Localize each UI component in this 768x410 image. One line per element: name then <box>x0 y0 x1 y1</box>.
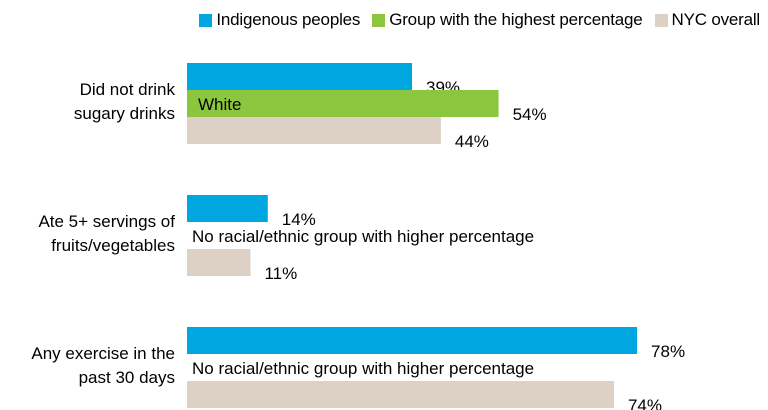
category-label-line: fruits/vegetables <box>51 236 175 255</box>
data-label: 11% <box>264 264 297 283</box>
legend-item: Group with the highest percentage <box>372 10 643 30</box>
bar <box>187 381 614 408</box>
category-label-line: Did not drink <box>80 80 176 99</box>
no-group-note: No racial/ethnic group with higher perce… <box>192 359 534 378</box>
bar <box>187 90 499 117</box>
legend-label: NYC overall <box>671 10 761 29</box>
data-label: 78% <box>651 342 685 361</box>
legend-item: NYC overall <box>654 10 761 30</box>
data-label: 44% <box>455 132 489 151</box>
data-label: 14% <box>282 210 316 229</box>
category-label-line: Any exercise in the <box>31 344 175 363</box>
legend: Indigenous peoples Group with the highest… <box>0 6 760 34</box>
no-group-note: No racial/ethnic group with higher perce… <box>192 227 534 246</box>
bar <box>187 195 268 222</box>
category-label: Any exercise in the past 30 days <box>31 344 175 387</box>
data-label: 74% <box>628 396 662 410</box>
bar <box>187 117 441 144</box>
legend-swatch <box>654 13 668 27</box>
category-label-line: Ate 5+ servings of <box>38 212 175 231</box>
legend-label: Group with the highest percentage <box>389 10 643 29</box>
bar <box>187 327 638 354</box>
data-label: 54% <box>513 105 547 124</box>
bar <box>187 249 251 276</box>
group-label: White <box>198 95 241 114</box>
legend-label: Indigenous peoples <box>216 10 361 29</box>
category-label-line: sugary drinks <box>74 104 175 123</box>
category-label-line: past 30 days <box>79 368 175 387</box>
legend-swatch <box>372 13 386 27</box>
category-label: Did not drink sugary drinks <box>74 80 176 123</box>
legend-swatch <box>199 13 213 27</box>
category-label: Ate 5+ servings of fruits/vegetables <box>38 212 175 255</box>
legend-item: Indigenous peoples <box>199 10 360 30</box>
bar <box>187 63 413 90</box>
